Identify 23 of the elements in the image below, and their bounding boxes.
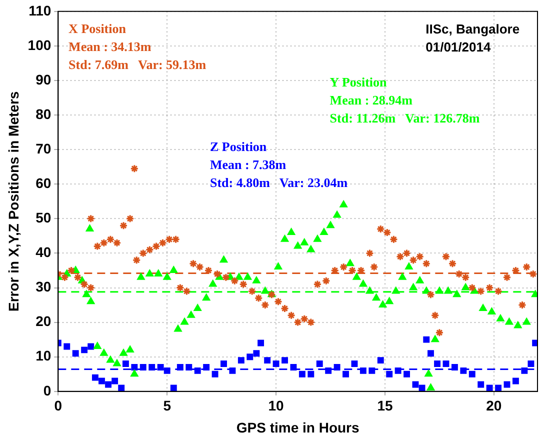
- y-tick-label: 100: [28, 36, 52, 53]
- y-tick-label: 10: [36, 348, 52, 364]
- y-tick-label: 110: [28, 2, 52, 18]
- x-tick-label: 0: [54, 398, 62, 414]
- x-tick-label: 20: [486, 398, 502, 414]
- x-tick-label: 5: [163, 398, 172, 414]
- x-axis-title: GPS time in Hours: [236, 419, 360, 436]
- annotation: IISc, Bangalore 01/01/2014: [426, 21, 520, 54]
- y-tick-label: 20: [36, 313, 52, 330]
- y-tick-label: 70: [36, 140, 52, 156]
- y-tick-label: 40: [36, 244, 52, 260]
- x-tick-label: 15: [377, 398, 393, 414]
- y-tick-label: 80: [36, 106, 52, 122]
- y-tick-label: 0: [43, 382, 52, 398]
- annotation: Y Position Mean : 28.94m Std: 11.26m Var: 126.78m: [330, 74, 480, 126]
- annotation: X Position Mean : 34.13m Std: 7.69m Var: 59.13m: [68, 21, 206, 72]
- y-tick-label: 90: [36, 71, 52, 88]
- y-tick-label: 60: [36, 174, 52, 191]
- annotation: Z Position Mean : 7.38m Std: 4.80m Var: 23.04m: [210, 138, 348, 190]
- y-axis-title: Error in X,Y,Z Positions in Meters: [5, 91, 22, 312]
- y-tick-label: 50: [36, 210, 52, 226]
- x-tick-label: 10: [268, 398, 284, 414]
- y-tick-label: 30: [36, 278, 52, 295]
